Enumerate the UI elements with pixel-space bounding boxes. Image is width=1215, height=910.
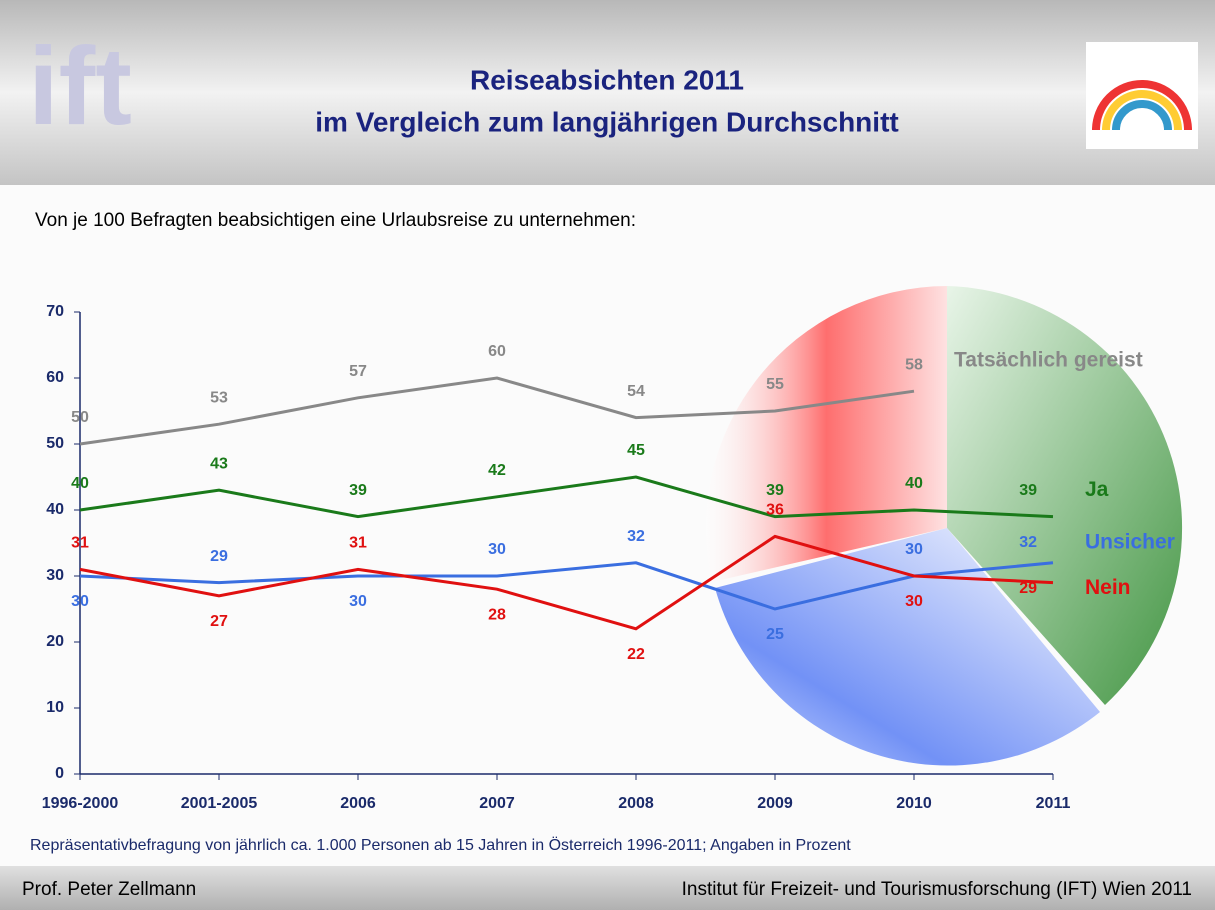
data-label: 40: [71, 475, 89, 492]
x-tick-label: 2008: [618, 795, 654, 812]
subtitle: Von je 100 Befragten beabsichtigen eine …: [35, 210, 636, 231]
x-tick-label: 2010: [896, 795, 932, 812]
data-label: 40: [905, 475, 923, 492]
x-tick-label: 2001-2005: [181, 795, 258, 812]
data-label: 60: [488, 343, 506, 360]
data-label: 31: [349, 535, 367, 552]
data-label: 29: [210, 548, 228, 565]
x-tick-label: 2009: [757, 795, 793, 812]
y-tick-label: 50: [46, 435, 64, 452]
data-label: 42: [488, 462, 506, 479]
data-label: 45: [627, 442, 645, 459]
data-label: 32: [1019, 534, 1037, 551]
pie-decoration: [947, 286, 1183, 705]
logo-arc: [1112, 100, 1172, 131]
y-tick-label: 30: [46, 567, 64, 584]
header-band: [0, 0, 1215, 185]
series-line: [79, 376, 915, 446]
series-line: [79, 534, 1054, 631]
y-tick-label: 40: [46, 501, 64, 518]
plot: 0 10 20 30 40 50 60 70 1996-2000 2001-2005 2006 200…: [42, 303, 1175, 812]
legend-label: Nein: [1085, 576, 1131, 599]
data-label: 43: [210, 455, 228, 472]
footer-band: [0, 866, 1215, 910]
data-label: 58: [905, 356, 923, 373]
data-label: 29: [1019, 580, 1037, 597]
series-line: [79, 561, 1054, 611]
footer-left: Prof. Peter Zellmann: [22, 879, 196, 900]
y-tick-label: 60: [46, 369, 64, 386]
y-tick-label: 0: [55, 765, 64, 782]
y-tick-label: 20: [46, 633, 64, 650]
legend-label: Tatsächlich gereist: [954, 349, 1143, 372]
data-label: 30: [349, 593, 367, 610]
x-tick-label: 2011: [1036, 795, 1071, 812]
pie-decoration: [705, 286, 947, 582]
y-tick-label: 70: [46, 303, 64, 320]
data-label: 30: [488, 541, 506, 558]
data-label: 30: [905, 541, 923, 558]
pie-decoration: [715, 528, 1100, 766]
data-label: 36: [766, 502, 784, 519]
data-label: 25: [766, 626, 784, 643]
data-label: 27: [210, 613, 228, 630]
data-label: 30: [71, 593, 89, 610]
x-tick-label: 1996-2000: [42, 795, 119, 812]
data-label: 31: [71, 535, 89, 552]
data-label: 54: [627, 383, 645, 400]
series-line: [79, 475, 1054, 519]
logo-left: ift: [28, 25, 132, 148]
data-label: 57: [349, 363, 367, 380]
data-label: 28: [488, 606, 506, 623]
legend-label: Ja: [1085, 478, 1109, 501]
data-label: 39: [349, 482, 367, 499]
data-label: 39: [766, 482, 784, 499]
x-tick-label: 2007: [479, 795, 515, 812]
legend-label: Unsicher: [1085, 530, 1175, 553]
data-label: 30: [905, 593, 923, 610]
logo-arc: [1092, 80, 1192, 131]
data-label: 50: [71, 409, 89, 426]
logo-arc: [1102, 90, 1182, 131]
data-label: 39: [1019, 482, 1037, 499]
data-label: 53: [210, 389, 228, 406]
y-tick-label: 10: [46, 699, 64, 716]
data-label: 32: [627, 528, 645, 545]
title-line: Reiseabsichten 2011: [470, 64, 744, 95]
data-label: 22: [627, 646, 645, 663]
x-tick-label: 2006: [340, 795, 376, 812]
title-line: im Vergleich zum langjährigen Durchschni…: [315, 106, 898, 137]
data-label: 55: [766, 376, 784, 393]
footer-right: Institut für Freizeit- und Tourismusfors…: [682, 879, 1192, 900]
note: Repräsentativbefragung von jährlich ca. …: [30, 836, 851, 854]
